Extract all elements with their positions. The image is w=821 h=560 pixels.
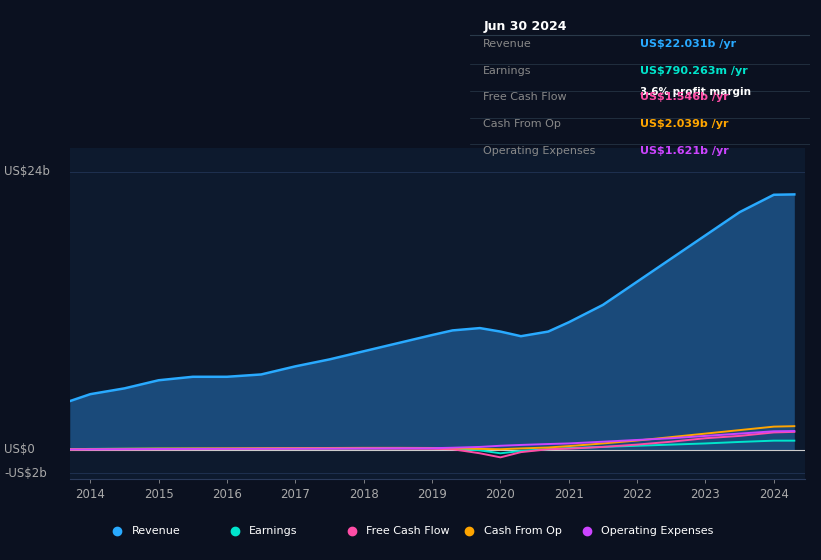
Text: US$790.263m /yr: US$790.263m /yr (640, 66, 748, 76)
Text: Revenue: Revenue (131, 526, 181, 535)
Text: -US$2b: -US$2b (4, 466, 47, 479)
Text: Free Cash Flow: Free Cash Flow (366, 526, 450, 535)
Text: US$1.621b /yr: US$1.621b /yr (640, 146, 729, 156)
Text: Operating Expenses: Operating Expenses (601, 526, 713, 535)
Text: Free Cash Flow: Free Cash Flow (484, 92, 566, 102)
Text: US$0: US$0 (4, 444, 34, 456)
Text: 3.6% profit margin: 3.6% profit margin (640, 87, 751, 97)
Text: US$1.546b /yr: US$1.546b /yr (640, 92, 729, 102)
Text: US$2.039b /yr: US$2.039b /yr (640, 119, 728, 129)
Text: US$24b: US$24b (4, 165, 50, 178)
Text: Earnings: Earnings (484, 66, 532, 76)
Text: Jun 30 2024: Jun 30 2024 (484, 20, 566, 33)
Text: Cash From Op: Cash From Op (484, 119, 561, 129)
Text: Cash From Op: Cash From Op (484, 526, 562, 535)
Text: Earnings: Earnings (249, 526, 297, 535)
Text: Operating Expenses: Operating Expenses (484, 146, 595, 156)
Text: US$22.031b /yr: US$22.031b /yr (640, 39, 736, 49)
Text: Revenue: Revenue (484, 39, 532, 49)
